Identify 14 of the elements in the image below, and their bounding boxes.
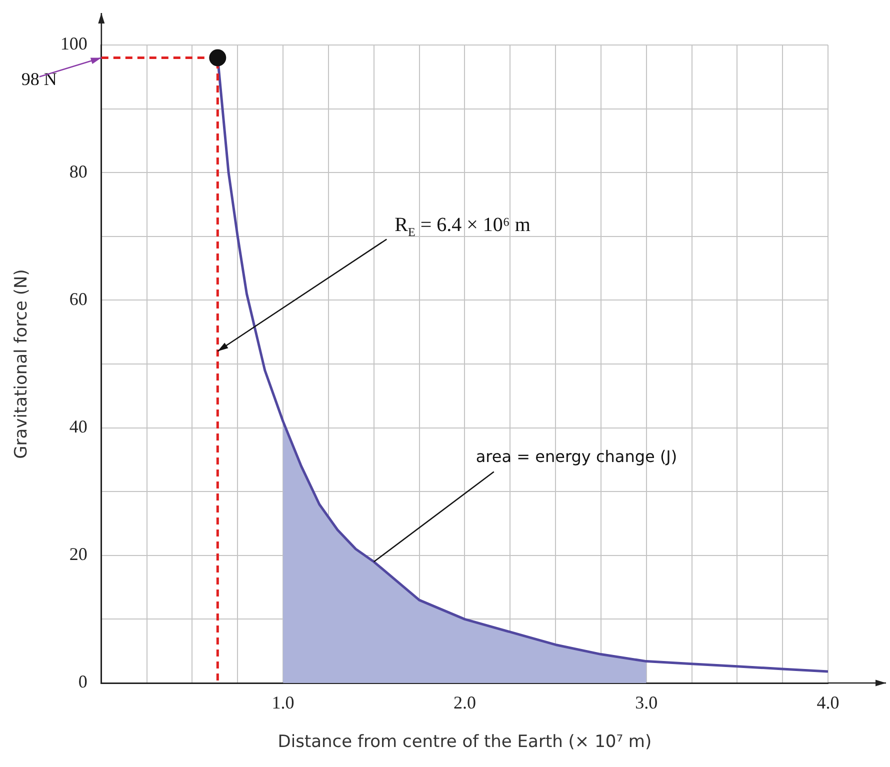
y-tick-label: 100: [60, 34, 88, 54]
annotation: area = energy change (J): [476, 446, 678, 466]
y-tick-label: 60: [69, 288, 88, 309]
y-tick-label: 0: [78, 672, 88, 692]
y-tick-label: 40: [69, 416, 88, 437]
y-axis-title: Gravitational force (N): [12, 269, 32, 459]
x-tick-label: 2.0: [453, 692, 476, 713]
x-tick-label: 4.0: [816, 692, 840, 713]
x-tick-label: 3.0: [635, 692, 658, 713]
annotation: 98 N: [21, 68, 57, 89]
y-tick-label: 20: [69, 544, 88, 564]
x-axis-title: Distance from centre of the Earth (× 10⁷ m): [278, 732, 652, 752]
y-tick-label: 80: [69, 161, 88, 182]
x-tick-label: 1.0: [272, 692, 294, 713]
